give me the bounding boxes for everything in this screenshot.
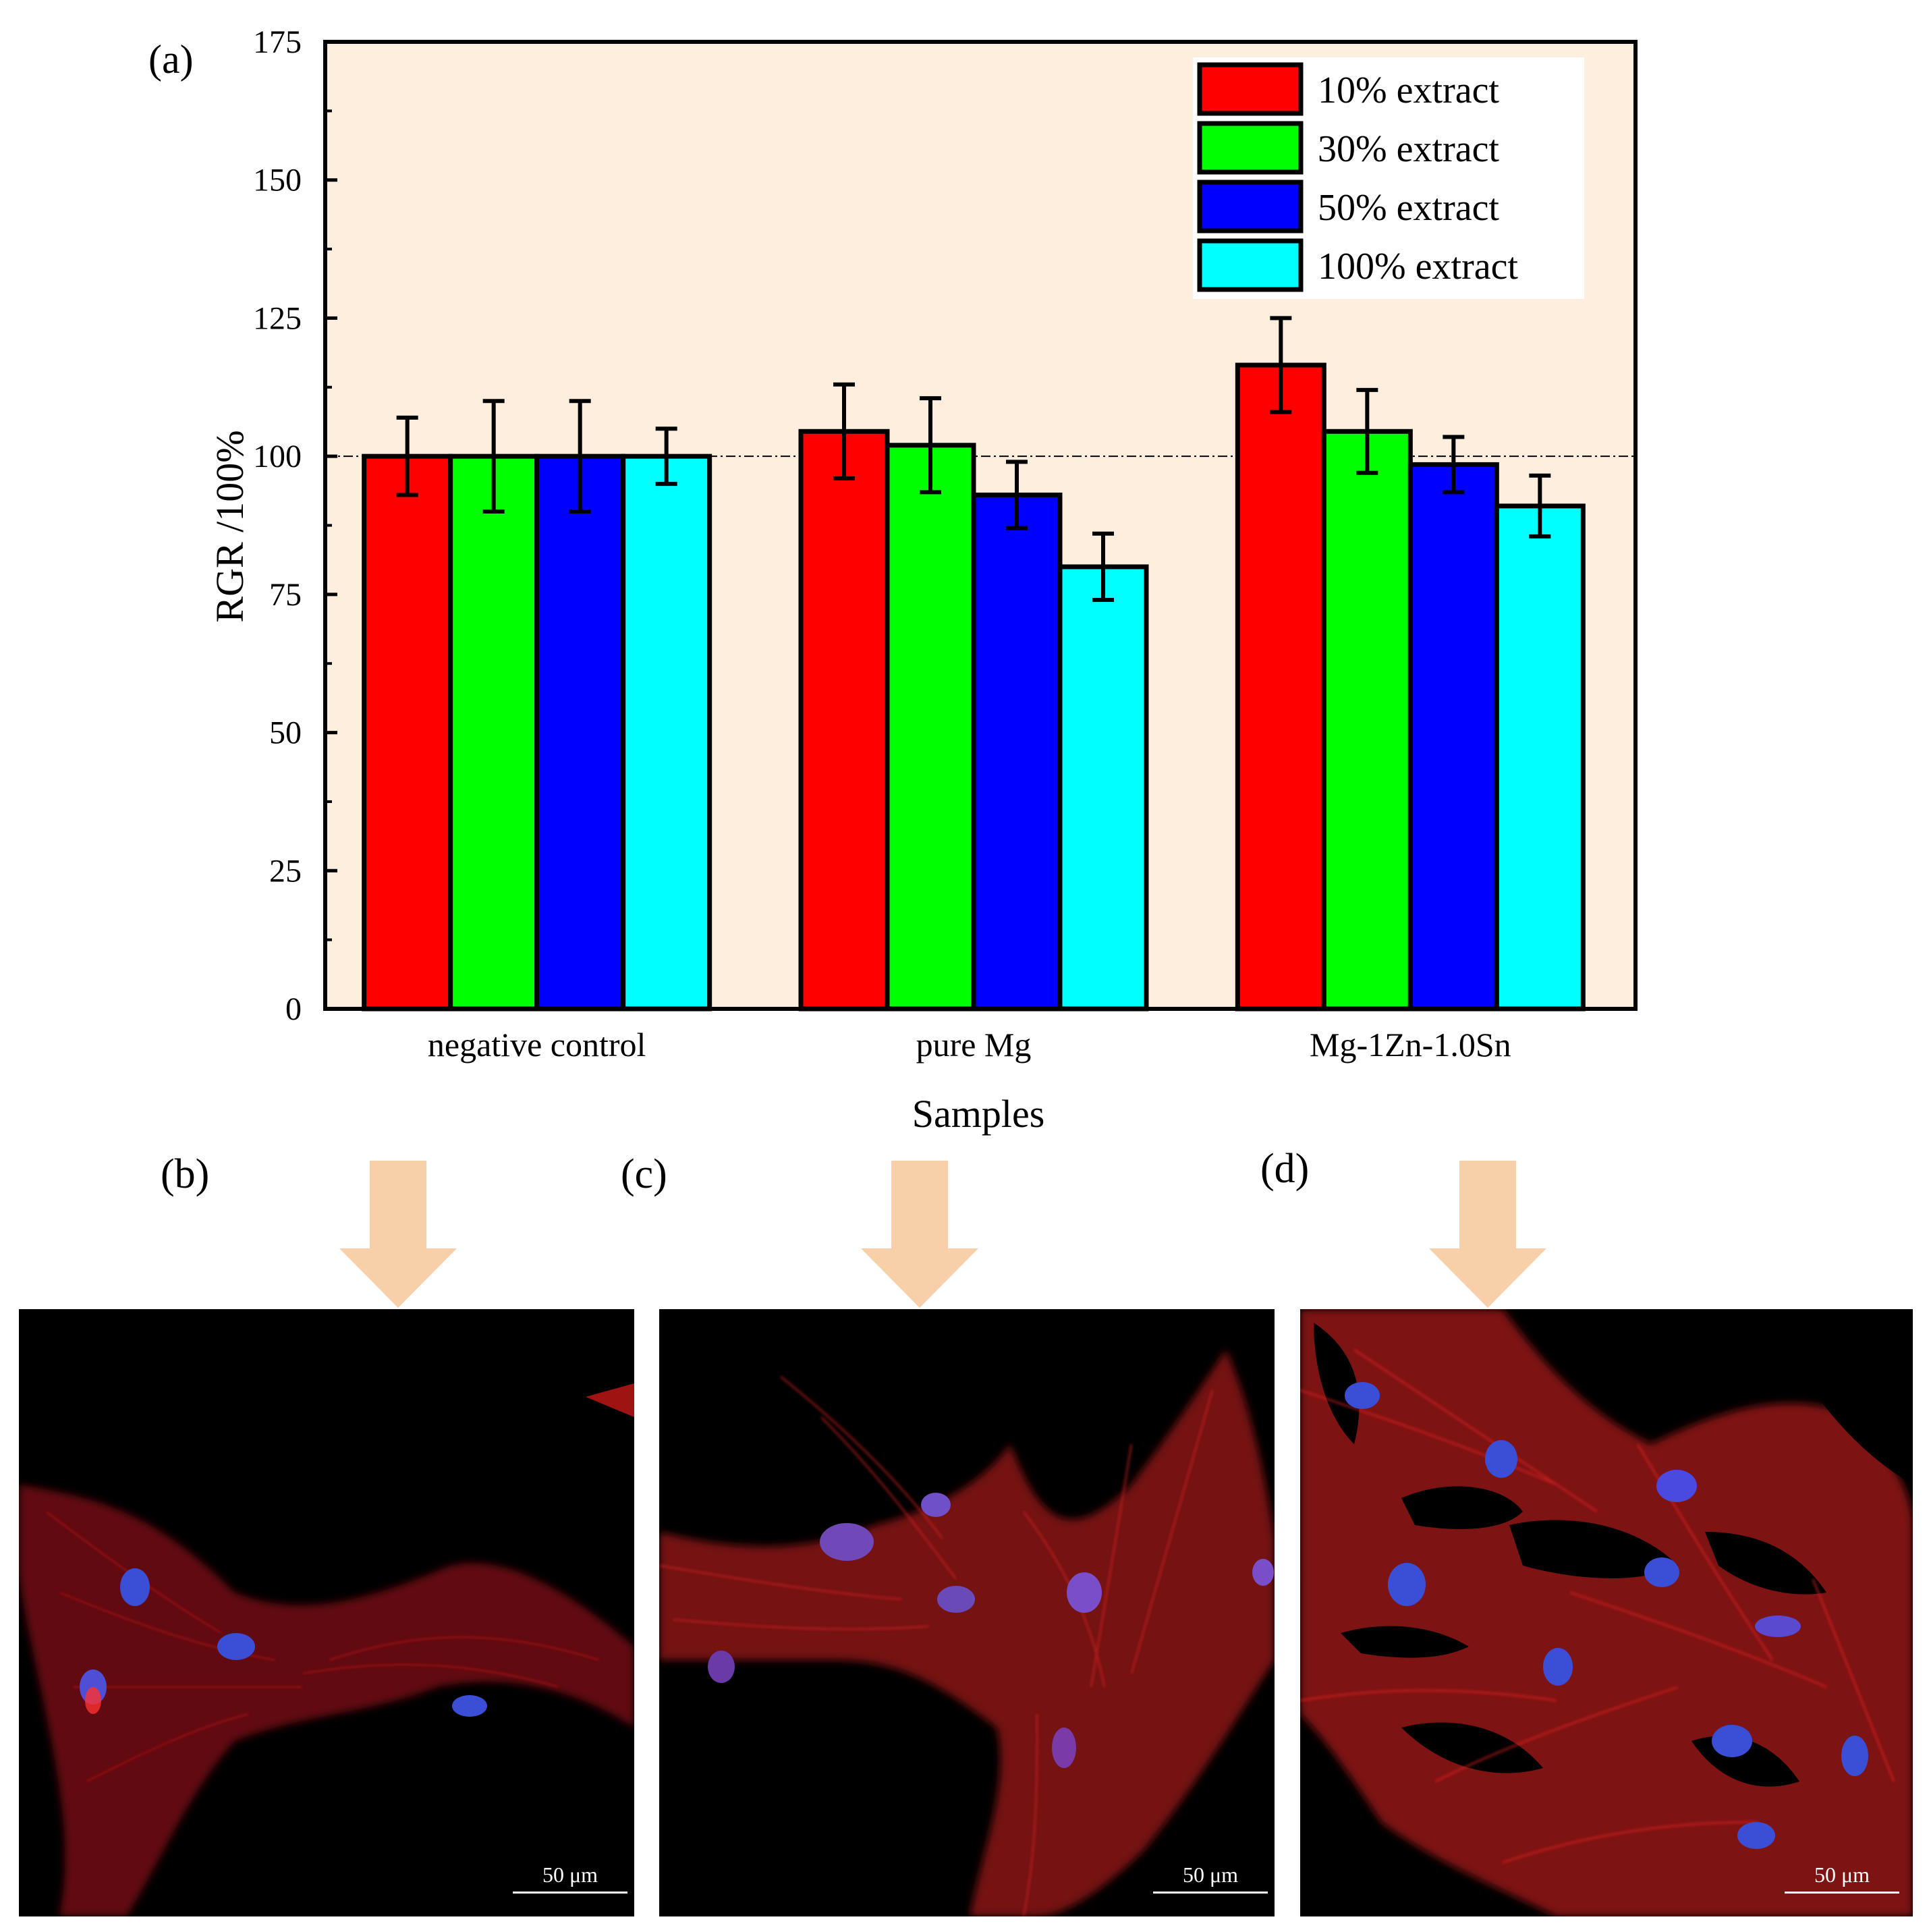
panel-label-c: (c) [621,1151,667,1197]
nucleus [1388,1563,1426,1606]
nucleus [452,1695,487,1717]
y-tick-label: 75 [269,577,302,613]
x-tick-label: Mg-1Zn-1.0Sn [1310,1026,1511,1064]
legend-label: 30% extract [1318,128,1499,170]
micrograph-headers: (b) (c) (d) [161,1146,1546,1308]
nucleus [1656,1470,1697,1502]
micrograph-negative-control: 50 μm [19,1309,634,1916]
nucleus [820,1523,874,1561]
y-tick-label: 50 [269,715,302,751]
bar [885,443,976,1012]
bar [1494,503,1586,1012]
scale-label: 50 μm [1814,1862,1870,1887]
y-tick-label: 100 [253,439,302,474]
bar [1321,429,1413,1012]
nucleus [708,1651,735,1683]
nucleus [1543,1648,1573,1686]
cell-image [659,1350,1275,1916]
cell-image [1300,1309,1913,1916]
scale-bar [1785,1892,1899,1894]
panel-label-a: (a) [148,37,194,82]
y-axis-title: RGR /100% [208,430,252,622]
legend-label: 10% extract [1318,70,1499,111]
scale-bar [1153,1892,1268,1894]
nucleus [921,1493,951,1517]
nucleus [1252,1559,1274,1586]
y-tick-label: 125 [253,300,302,336]
nucleus [1052,1728,1076,1768]
legend-swatch [1197,121,1304,175]
legend-label: 100% extract [1318,246,1518,287]
nucleus [1644,1557,1679,1587]
bar [971,492,1063,1012]
legend-label: 50% extract [1318,187,1499,229]
y-tick-label: 0 [285,991,302,1027]
nucleus [1345,1382,1380,1409]
nucleus [1067,1572,1102,1613]
arrow-down-icon [339,1161,457,1308]
bar [1057,564,1149,1012]
x-axis-title: Samples [912,1092,1045,1136]
scale-label: 50 μm [1182,1862,1239,1887]
nucleus [1485,1440,1517,1478]
nucleus [1841,1736,1868,1776]
nucleus [1755,1616,1801,1637]
bar [1235,362,1326,1012]
nucleus [120,1568,150,1606]
x-tick-label: pure Mg [916,1026,1032,1064]
cell-image [19,1383,634,1916]
arrow-down-icon [1429,1161,1546,1308]
y-tick-label: 175 [253,24,302,60]
arrow-down-icon [861,1161,978,1308]
y-tick-label: 25 [269,853,302,889]
bar [621,453,712,1012]
bar [1407,462,1499,1012]
panel-label-b: (b) [161,1151,209,1197]
micrograph-pure-mg: 50 μm [659,1309,1275,1916]
scale-label: 50 μm [542,1862,598,1887]
y-tick-label: 150 [253,163,302,198]
bar [534,453,626,1012]
nucleus [1712,1725,1752,1757]
panel-label-d: (d) [1260,1146,1309,1192]
nucleus [217,1633,255,1660]
nucleus [937,1586,975,1613]
nucleus [1737,1822,1775,1849]
legend-swatch [1197,238,1304,292]
micrograph-mg-1zn-1-0sn: 50 μm [1300,1309,1913,1916]
x-tick-label: negative control [428,1026,646,1064]
bar [362,453,453,1012]
legend-swatch [1197,62,1304,116]
scale-bar [513,1892,627,1894]
bar [798,429,890,1012]
legend-swatch [1197,180,1304,233]
bar [448,453,540,1012]
bar-chart: (a) negative control pure Mg Mg-1Zn-1.0Sn 0… [148,24,1638,1136]
